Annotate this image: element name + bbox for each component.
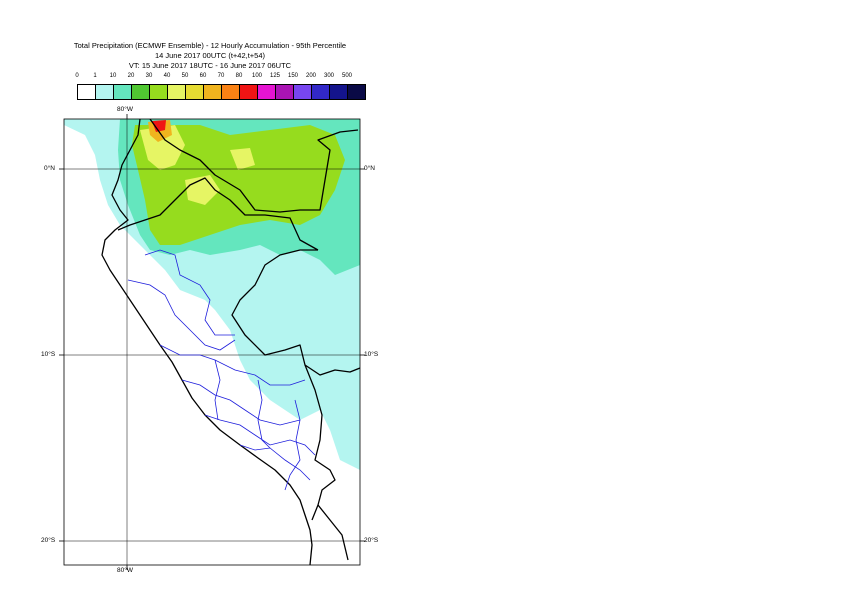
legend-threshold-label: 50 (181, 73, 189, 79)
title-line-2: 14 June 2017 00UTC (t+42,t+54) (154, 51, 266, 60)
title-line-3: VT: 15 June 2017 18UTC - 16 June 2017 06… (128, 61, 292, 70)
lat-label-0n-right: 0°N (364, 165, 375, 172)
legend-threshold-label: 0 (75, 73, 79, 79)
lat-label-20s-right: 20°S (364, 537, 379, 544)
precip-yellow-2 (185, 175, 220, 205)
map-title: Total Precipitation (ECMWF Ensemble) - 1… (30, 41, 390, 71)
region-border-4 (181, 379, 301, 426)
lat-label-10s-right: 10°S (364, 351, 379, 358)
region-border-9 (284, 399, 301, 491)
legend-threshold-label: 1 (93, 73, 97, 79)
precip-fields (64, 119, 360, 470)
region-border-1 (144, 249, 235, 336)
region-border-8 (214, 359, 221, 421)
peru-bolivia-border (304, 364, 336, 521)
legend-threshold-label: 70 (217, 73, 225, 79)
legend-threshold-label: 30 (145, 73, 153, 79)
precip-yellow-1 (140, 125, 185, 170)
lon-label-bottom: 80°W (117, 567, 133, 574)
lat-label-10s-left: 10°S (41, 351, 56, 358)
lat-label-20s-left: 20°S (41, 537, 56, 544)
precip-red (152, 120, 166, 132)
region-border-3 (159, 344, 306, 386)
legend-threshold-label: 150 (287, 73, 299, 79)
legend-threshold-label: 500 (341, 73, 353, 79)
chile-border (317, 504, 349, 561)
lon-label-top: 80°W (117, 106, 133, 113)
title-line-1: Total Precipitation (ECMWF Ensemble) - 1… (73, 41, 347, 50)
map-frame (63, 118, 361, 566)
legend-threshold-label: 10 (109, 73, 117, 79)
legend-threshold-label: 40 (163, 73, 171, 79)
peru-northern-border (117, 177, 319, 251)
regional-borders (127, 249, 316, 491)
precip-green (132, 125, 345, 245)
peru-brazil-border (231, 249, 360, 376)
graticule (64, 119, 360, 565)
legend-threshold-label: 20 (127, 73, 135, 79)
legend-threshold-label: 125 (269, 73, 281, 79)
legend-threshold-label: 300 (323, 73, 335, 79)
region-border-6 (239, 444, 311, 481)
frame-ticks (59, 114, 365, 570)
legend-threshold-label: 80 (235, 73, 243, 79)
region-border-2 (127, 279, 236, 351)
legend-threshold-label: 200 (305, 73, 317, 79)
coastline (101, 119, 313, 565)
lat-label-0n-left: 0°N (44, 165, 55, 172)
precip-yellow-3 (230, 148, 255, 170)
legend-swatch (347, 84, 366, 100)
legend-threshold-label: 100 (251, 73, 263, 79)
region-border-7 (257, 379, 271, 449)
colour-legend: 0 1 10 20 30 40 50 60 70 80 100 125 150 200 300 500 (0, 0, 842, 110)
ecuador-colombia-border (149, 119, 359, 213)
legend-threshold-label: 60 (199, 73, 207, 79)
